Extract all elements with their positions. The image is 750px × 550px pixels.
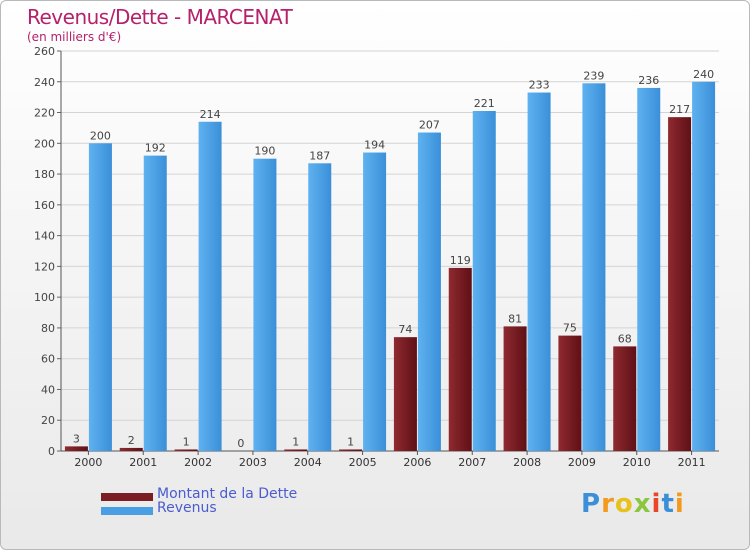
bar-revenus [527,92,551,452]
bar-revenus [198,121,222,452]
y-tick-label: 0 [48,445,55,458]
y-tick-label: 240 [34,76,55,89]
data-label-dette: 74 [398,323,412,336]
y-tick-label: 100 [34,291,55,304]
data-label-dette: 81 [508,312,522,325]
x-tick-label: 2011 [678,456,706,469]
x-tick-label: 2001 [129,456,157,469]
data-label-dette: 75 [563,322,577,335]
data-label-dette: 1 [183,435,190,448]
data-label-revenus: 221 [474,97,495,110]
y-tick-label: 80 [41,322,55,335]
data-label-revenus: 240 [693,68,714,81]
legend-label-revenus: Revenus [157,500,217,516]
chart-title: Revenus/Dette - MARCENAT [27,5,293,29]
data-label-revenus: 207 [419,119,440,132]
y-tick-label: 40 [41,383,55,396]
x-tick-label: 2005 [349,456,377,469]
x-tick-label: 2009 [568,456,596,469]
bar-dette [64,446,88,451]
bar-dette [503,326,527,451]
bar-revenus [692,81,716,452]
bar-dette [339,449,363,451]
legend-swatch-revenus [101,507,153,515]
legend-label-dette: Montant de la Dette [157,486,298,502]
bar-dette [174,449,198,451]
x-tick-label: 2002 [184,456,212,469]
bar-revenus [253,158,277,451]
bar-revenus [417,132,441,452]
bar-revenus [363,152,387,452]
data-label-dette: 68 [618,332,632,345]
bar-revenus [472,111,496,451]
data-label-dette: 2 [128,434,135,447]
data-label-dette: 3 [73,432,80,445]
y-tick-label: 200 [34,137,55,150]
legend-swatch-dette [101,493,153,501]
chart-subtitle: (en milliers d'€) [27,30,122,44]
bar-dette [613,346,637,451]
x-tick-label: 2010 [623,456,651,469]
data-label-dette: 217 [669,103,690,116]
data-label-revenus: 233 [529,79,550,92]
x-tick-label: 2004 [294,456,322,469]
data-label-revenus: 236 [638,74,659,87]
y-tick-label: 20 [41,414,55,427]
x-tick-label: 2007 [458,456,486,469]
y-tick-label: 180 [34,168,55,181]
data-label-revenus: 192 [145,142,166,155]
data-label-revenus: 187 [309,149,330,162]
data-label-revenus: 239 [583,69,604,82]
brand-logo: Proxiti [581,489,685,519]
bar-dette [668,117,692,452]
x-tick-label: 2003 [239,456,267,469]
data-label-revenus: 194 [364,139,385,152]
data-label-dette: 1 [292,435,299,448]
y-tick-label: 220 [34,107,55,120]
data-label-revenus: 214 [200,108,221,121]
data-label-revenus: 200 [90,129,111,142]
bar-dette [448,267,472,451]
bar-revenus [582,83,606,452]
bar-revenus [637,87,661,451]
bar-revenus [143,155,167,451]
data-label-dette: 119 [450,254,471,267]
data-label-revenus: 190 [254,145,275,158]
data-label-dette: 1 [347,435,354,448]
y-tick-label: 60 [41,353,55,366]
bar-revenus [88,143,112,452]
x-tick-label: 2006 [403,456,431,469]
y-tick-label: 260 [34,45,55,58]
bar-dette [558,335,582,451]
y-tick-label: 160 [34,199,55,212]
bar-dette [284,449,308,451]
bar-dette [119,447,143,451]
y-tick-label: 120 [34,260,55,273]
y-tick-label: 140 [34,230,55,243]
bar-revenus [308,163,332,452]
x-tick-label: 2000 [74,456,102,469]
x-tick-label: 2008 [513,456,541,469]
data-label-dette: 0 [237,437,244,450]
bar-dette [393,337,417,451]
